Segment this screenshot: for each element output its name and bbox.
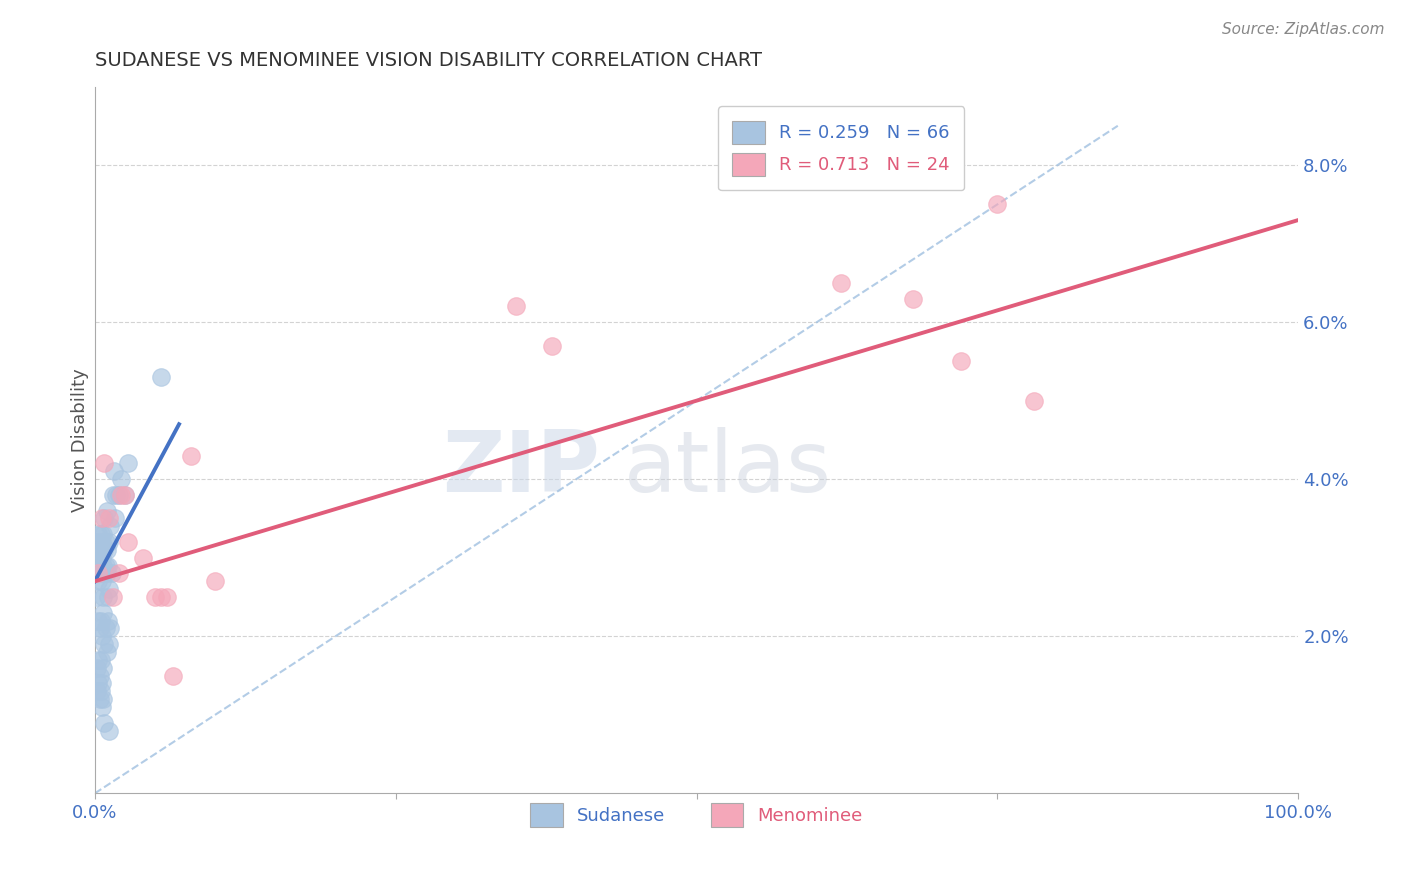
- Point: [830, 276, 852, 290]
- Point: [91, 550, 114, 565]
- Point: [110, 488, 132, 502]
- Point: [91, 692, 114, 706]
- Point: [86, 684, 108, 698]
- Text: ZIP: ZIP: [443, 426, 600, 509]
- Point: [91, 574, 114, 589]
- Point: [114, 488, 136, 502]
- Point: [156, 590, 179, 604]
- Y-axis label: Vision Disability: Vision Disability: [72, 368, 89, 512]
- Point: [97, 558, 120, 573]
- Point: [90, 653, 112, 667]
- Point: [93, 637, 115, 651]
- Point: [87, 676, 110, 690]
- Point: [91, 700, 114, 714]
- Point: [96, 542, 118, 557]
- Point: [89, 692, 111, 706]
- Point: [90, 684, 112, 698]
- Point: [100, 622, 122, 636]
- Point: [93, 457, 115, 471]
- Point: [110, 472, 132, 486]
- Point: [84, 590, 107, 604]
- Point: [87, 653, 110, 667]
- Point: [89, 668, 111, 682]
- Point: [91, 511, 114, 525]
- Point: [91, 629, 114, 643]
- Point: [91, 535, 114, 549]
- Point: [100, 566, 122, 581]
- Point: [89, 566, 111, 581]
- Point: [96, 503, 118, 517]
- Point: [108, 566, 131, 581]
- Point: [91, 558, 114, 573]
- Point: [87, 614, 110, 628]
- Point: [90, 614, 112, 628]
- Point: [866, 158, 889, 172]
- Point: [86, 566, 108, 581]
- Point: [986, 197, 1008, 211]
- Point: [204, 574, 226, 589]
- Point: [91, 527, 114, 541]
- Point: [84, 550, 107, 565]
- Point: [87, 542, 110, 557]
- Point: [97, 614, 120, 628]
- Point: [150, 370, 173, 384]
- Point: [103, 464, 125, 478]
- Point: [90, 527, 112, 541]
- Point: [101, 488, 124, 502]
- Point: [143, 590, 166, 604]
- Legend: Sudanese, Menominee: Sudanese, Menominee: [523, 797, 870, 834]
- Point: [98, 637, 121, 651]
- Point: [93, 542, 115, 557]
- Point: [114, 488, 136, 502]
- Point: [87, 566, 110, 581]
- Point: [96, 645, 118, 659]
- Point: [1022, 393, 1045, 408]
- Point: [100, 519, 122, 533]
- Point: [86, 535, 108, 549]
- Text: Source: ZipAtlas.com: Source: ZipAtlas.com: [1222, 22, 1385, 37]
- Point: [91, 590, 114, 604]
- Point: [94, 558, 117, 573]
- Point: [104, 511, 127, 525]
- Text: SUDANESE VS MENOMINEE VISION DISABILITY CORRELATION CHART: SUDANESE VS MENOMINEE VISION DISABILITY …: [94, 51, 762, 70]
- Point: [91, 676, 114, 690]
- Point: [87, 574, 110, 589]
- Point: [89, 550, 111, 565]
- Point: [86, 661, 108, 675]
- Point: [93, 511, 115, 525]
- Point: [90, 542, 112, 557]
- Point: [117, 457, 139, 471]
- Point: [108, 488, 131, 502]
- Point: [91, 606, 114, 620]
- Point: [117, 535, 139, 549]
- Point: [162, 668, 184, 682]
- Point: [91, 661, 114, 675]
- Point: [105, 488, 128, 502]
- Point: [101, 590, 124, 604]
- Point: [94, 535, 117, 549]
- Point: [505, 300, 527, 314]
- Point: [950, 354, 973, 368]
- Point: [903, 292, 925, 306]
- Point: [96, 566, 118, 581]
- Point: [94, 622, 117, 636]
- Point: [132, 550, 155, 565]
- Point: [93, 715, 115, 730]
- Point: [98, 723, 121, 738]
- Point: [98, 511, 121, 525]
- Point: [93, 566, 115, 581]
- Point: [87, 527, 110, 541]
- Text: atlas: atlas: [624, 426, 832, 509]
- Point: [89, 622, 111, 636]
- Point: [90, 566, 112, 581]
- Point: [97, 590, 120, 604]
- Point: [150, 590, 173, 604]
- Point: [541, 339, 564, 353]
- Point: [98, 535, 121, 549]
- Point: [98, 582, 121, 596]
- Point: [180, 449, 202, 463]
